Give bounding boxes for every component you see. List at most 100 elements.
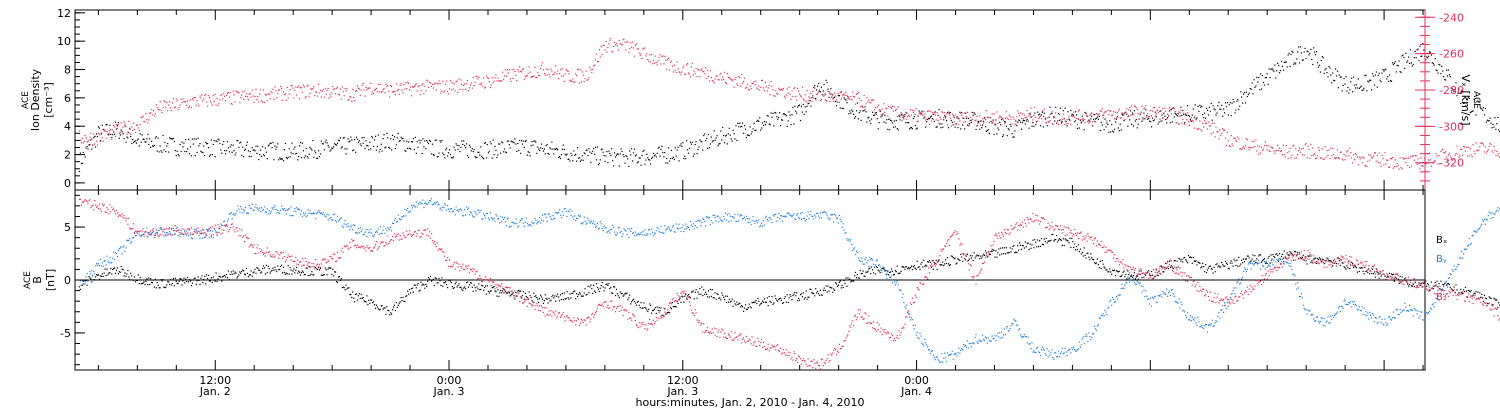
top-point xyxy=(831,96,833,98)
top-point xyxy=(494,77,496,79)
top-point xyxy=(536,152,538,154)
field-point xyxy=(1405,279,1407,282)
top-point xyxy=(795,95,797,98)
top-point xyxy=(158,109,160,111)
field-point xyxy=(1427,284,1430,286)
top-point xyxy=(909,115,911,118)
top-point xyxy=(828,91,830,93)
top-point xyxy=(581,71,583,73)
top-point xyxy=(428,86,430,88)
top-point xyxy=(777,93,779,95)
top-point xyxy=(182,98,184,100)
field-point xyxy=(449,208,451,210)
field-point xyxy=(197,276,199,278)
top-point xyxy=(280,158,282,160)
top-point xyxy=(546,74,548,76)
field-point xyxy=(977,255,979,257)
top-point xyxy=(1344,83,1346,85)
density-tick-label: 2 xyxy=(64,149,71,162)
field-point xyxy=(255,272,257,274)
top-point xyxy=(967,117,969,120)
field-point xyxy=(646,309,648,311)
field-point xyxy=(874,273,876,275)
top-point xyxy=(1482,109,1484,111)
field-point xyxy=(359,297,361,299)
field-point xyxy=(562,299,564,301)
top-point xyxy=(499,143,501,145)
field-point xyxy=(1267,257,1269,259)
field-point xyxy=(1064,238,1066,240)
top-point xyxy=(113,131,115,133)
top-point xyxy=(784,97,786,99)
top-point xyxy=(940,118,942,120)
top-point xyxy=(1075,119,1077,121)
top-point xyxy=(1207,114,1209,116)
top-point xyxy=(840,91,842,93)
top-point xyxy=(1116,116,1118,118)
top-point xyxy=(1199,104,1201,106)
top-point xyxy=(892,126,895,128)
field-point xyxy=(379,226,381,228)
top-point xyxy=(1185,113,1187,115)
field-point xyxy=(920,263,922,265)
top-point xyxy=(681,145,683,147)
top-point xyxy=(1039,113,1041,115)
field-point xyxy=(600,285,602,287)
top-point xyxy=(633,55,636,57)
field-point xyxy=(468,284,470,286)
top-point xyxy=(410,86,412,88)
top-point xyxy=(1409,49,1412,51)
top-point xyxy=(1240,91,1242,93)
field-point xyxy=(1427,283,1429,285)
top-point xyxy=(1464,146,1466,148)
top-point xyxy=(237,140,239,142)
top-point xyxy=(1169,122,1172,124)
top-point xyxy=(141,116,143,118)
top-point xyxy=(1163,113,1165,115)
top-point xyxy=(1151,117,1154,119)
top-point xyxy=(1070,123,1072,125)
field-point xyxy=(1344,267,1346,269)
top-point xyxy=(310,148,312,150)
field-point xyxy=(740,306,742,308)
top-point xyxy=(213,140,215,142)
field-point xyxy=(136,279,138,281)
top-point xyxy=(611,148,613,150)
top-point xyxy=(81,137,83,139)
top-point xyxy=(1264,141,1266,143)
top-point xyxy=(1251,140,1253,142)
top-point xyxy=(1230,114,1232,117)
top-point xyxy=(402,137,404,139)
field-point xyxy=(846,285,848,287)
top-point xyxy=(578,157,581,159)
field-point xyxy=(399,218,401,221)
field-point xyxy=(130,242,132,244)
field-point xyxy=(467,286,470,288)
top-point xyxy=(344,148,346,150)
field-point xyxy=(755,300,757,302)
field-point xyxy=(1271,258,1273,260)
top-point xyxy=(910,114,913,116)
top-point xyxy=(1356,87,1358,89)
top-point xyxy=(564,153,566,155)
field-point xyxy=(1063,244,1065,247)
field-point xyxy=(706,296,709,298)
top-point xyxy=(1215,126,1217,128)
top-point xyxy=(658,146,660,148)
top-point xyxy=(1305,57,1307,60)
field-point xyxy=(598,290,600,293)
top-point xyxy=(200,97,202,99)
field-point xyxy=(1100,267,1102,270)
top-point xyxy=(102,128,104,131)
top-point xyxy=(194,96,196,99)
top-point xyxy=(120,122,122,124)
top-point xyxy=(1394,159,1396,161)
field-point xyxy=(477,288,479,290)
field-point xyxy=(736,301,738,303)
top-point xyxy=(823,95,825,97)
top-point xyxy=(355,90,357,92)
top-point xyxy=(1123,113,1125,115)
top-point xyxy=(407,147,409,150)
field-point xyxy=(141,234,143,236)
top-point xyxy=(1265,77,1267,79)
